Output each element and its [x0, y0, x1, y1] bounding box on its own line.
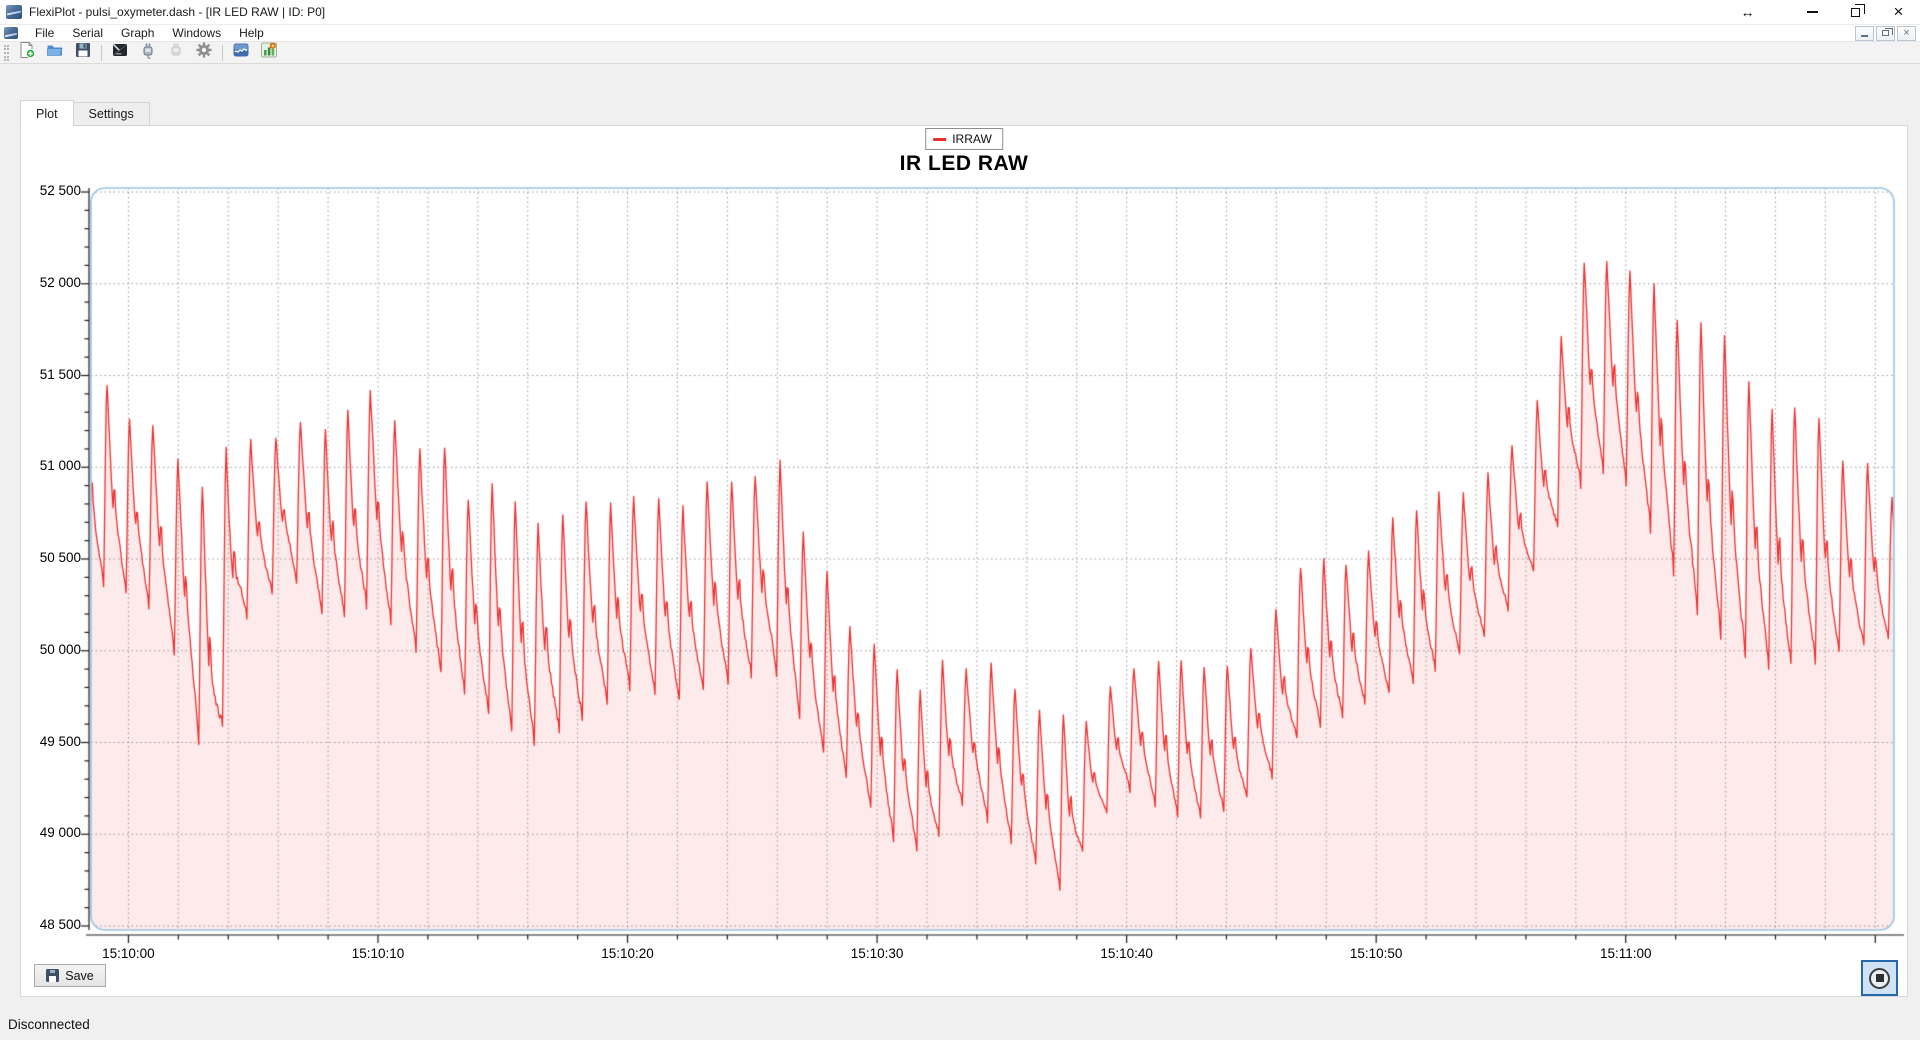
- close-icon: ×: [1893, 1, 1904, 21]
- serial-terminal-button[interactable]: [106, 42, 134, 64]
- y-tick-label: 52 000: [39, 274, 81, 290]
- new-file-icon: [18, 41, 36, 64]
- y-tick-label: 52 500: [39, 183, 81, 198]
- new-file-button[interactable]: [13, 42, 41, 64]
- tab-plot[interactable]: Plot: [20, 100, 74, 126]
- plot-window-button[interactable]: [227, 42, 255, 64]
- menu-serial[interactable]: Serial: [72, 26, 104, 40]
- menu-graph[interactable]: Graph: [121, 26, 155, 40]
- menu-help[interactable]: Help: [239, 26, 264, 40]
- toolbar-separator: [222, 44, 223, 61]
- y-tick-label: 48 500: [39, 917, 81, 932]
- mdi-restore-button[interactable]: [1876, 25, 1895, 41]
- window-controls: ↔ ×: [1726, 0, 1920, 24]
- disconnect-icon: [167, 41, 185, 64]
- chart-export-icon: [260, 41, 278, 64]
- resize-horizontal-icon: ↔: [1740, 4, 1755, 20]
- window-title: FlexiPlot - pulsi_oxymeter.dash - [IR LE…: [29, 5, 326, 19]
- toolbar: [0, 42, 1920, 64]
- mdi-close-icon: ×: [1903, 26, 1910, 39]
- tab-settings[interactable]: Settings: [73, 102, 150, 126]
- toolbar-items: [13, 42, 283, 63]
- chart-title: IR LED RAW: [899, 152, 1029, 175]
- save-icon: [74, 41, 92, 64]
- title-bar: FlexiPlot - pulsi_oxymeter.dash - [IR LE…: [0, 0, 1920, 25]
- y-tick-label: 49 000: [39, 825, 81, 841]
- resize-horizontal-button[interactable]: ↔: [1726, 0, 1769, 24]
- mdi-minimize-button[interactable]: [1855, 25, 1874, 41]
- connect-button[interactable]: [134, 42, 162, 64]
- y-tick-label: 50 500: [39, 550, 81, 565]
- minimize-button[interactable]: [1791, 0, 1834, 24]
- menu-windows[interactable]: Windows: [172, 26, 222, 40]
- mdi-minimize-icon: [1861, 34, 1868, 37]
- toolbar-separator: [101, 44, 102, 61]
- y-tick-label: 51 500: [39, 366, 81, 382]
- mdi-window-controls: ×: [1855, 25, 1916, 41]
- settings-icon: [195, 41, 213, 64]
- restore-icon: [1851, 4, 1865, 17]
- settings-button[interactable]: [190, 42, 218, 64]
- plot-tab-panel: IRRAW IR LED RAW 52 500 52 000 51 500 51 00…: [20, 125, 1908, 997]
- legend-series-swatch: [933, 137, 947, 141]
- x-tick-label: 15:11:00: [1599, 946, 1652, 961]
- x-tick-label: 15:10:40: [1100, 946, 1153, 961]
- connect-icon: [139, 41, 157, 64]
- record-icon: [1869, 967, 1890, 989]
- menu-file[interactable]: File: [35, 26, 55, 40]
- restore-button[interactable]: [1834, 0, 1877, 24]
- disconnect-button[interactable]: [162, 42, 190, 64]
- menu-items: File Serial Graph Windows Help: [26, 25, 273, 41]
- menu-bar: File Serial Graph Windows Help ×: [0, 25, 1920, 42]
- save-button-label: Save: [65, 968, 94, 983]
- minimize-icon: [1807, 11, 1818, 13]
- status-bar: Disconnected: [0, 1006, 1920, 1040]
- y-tick-label: 51 000: [39, 458, 81, 474]
- x-tick-label: 15:10:10: [351, 946, 405, 961]
- document-icon: [4, 27, 18, 39]
- plot-window-icon: [232, 41, 250, 64]
- connection-status: Disconnected: [8, 1017, 90, 1032]
- plot-canvas[interactable]: [51, 178, 1907, 958]
- toolbar-grip[interactable]: [4, 44, 9, 61]
- mdi-close-button[interactable]: ×: [1897, 25, 1916, 41]
- x-tick-label: 15:10:00: [102, 946, 155, 961]
- save-button[interactable]: [69, 42, 97, 64]
- mdi-restore-icon: [1882, 27, 1893, 36]
- save-icon: [46, 969, 60, 982]
- chart-export-button[interactable]: [255, 42, 283, 64]
- y-tick-label: 49 500: [39, 733, 81, 749]
- open-folder-button[interactable]: [41, 42, 69, 64]
- x-tick-label: 15:10:20: [601, 946, 654, 961]
- serial-terminal-icon: [111, 41, 129, 64]
- x-tick-label: 15:10:30: [850, 946, 904, 961]
- app-logo-icon: [6, 5, 22, 19]
- legend: IRRAW: [925, 128, 1003, 150]
- legend-series-label: IRRAW: [952, 132, 992, 146]
- tab-strip: Plot Settings: [20, 100, 150, 126]
- open-folder-icon: [46, 41, 64, 64]
- close-button[interactable]: ×: [1877, 0, 1920, 24]
- save-button[interactable]: Save: [34, 964, 106, 987]
- y-tick-label: 50 000: [39, 641, 81, 657]
- record-button[interactable]: [1861, 960, 1898, 996]
- x-tick-label: 15:10:50: [1349, 946, 1403, 961]
